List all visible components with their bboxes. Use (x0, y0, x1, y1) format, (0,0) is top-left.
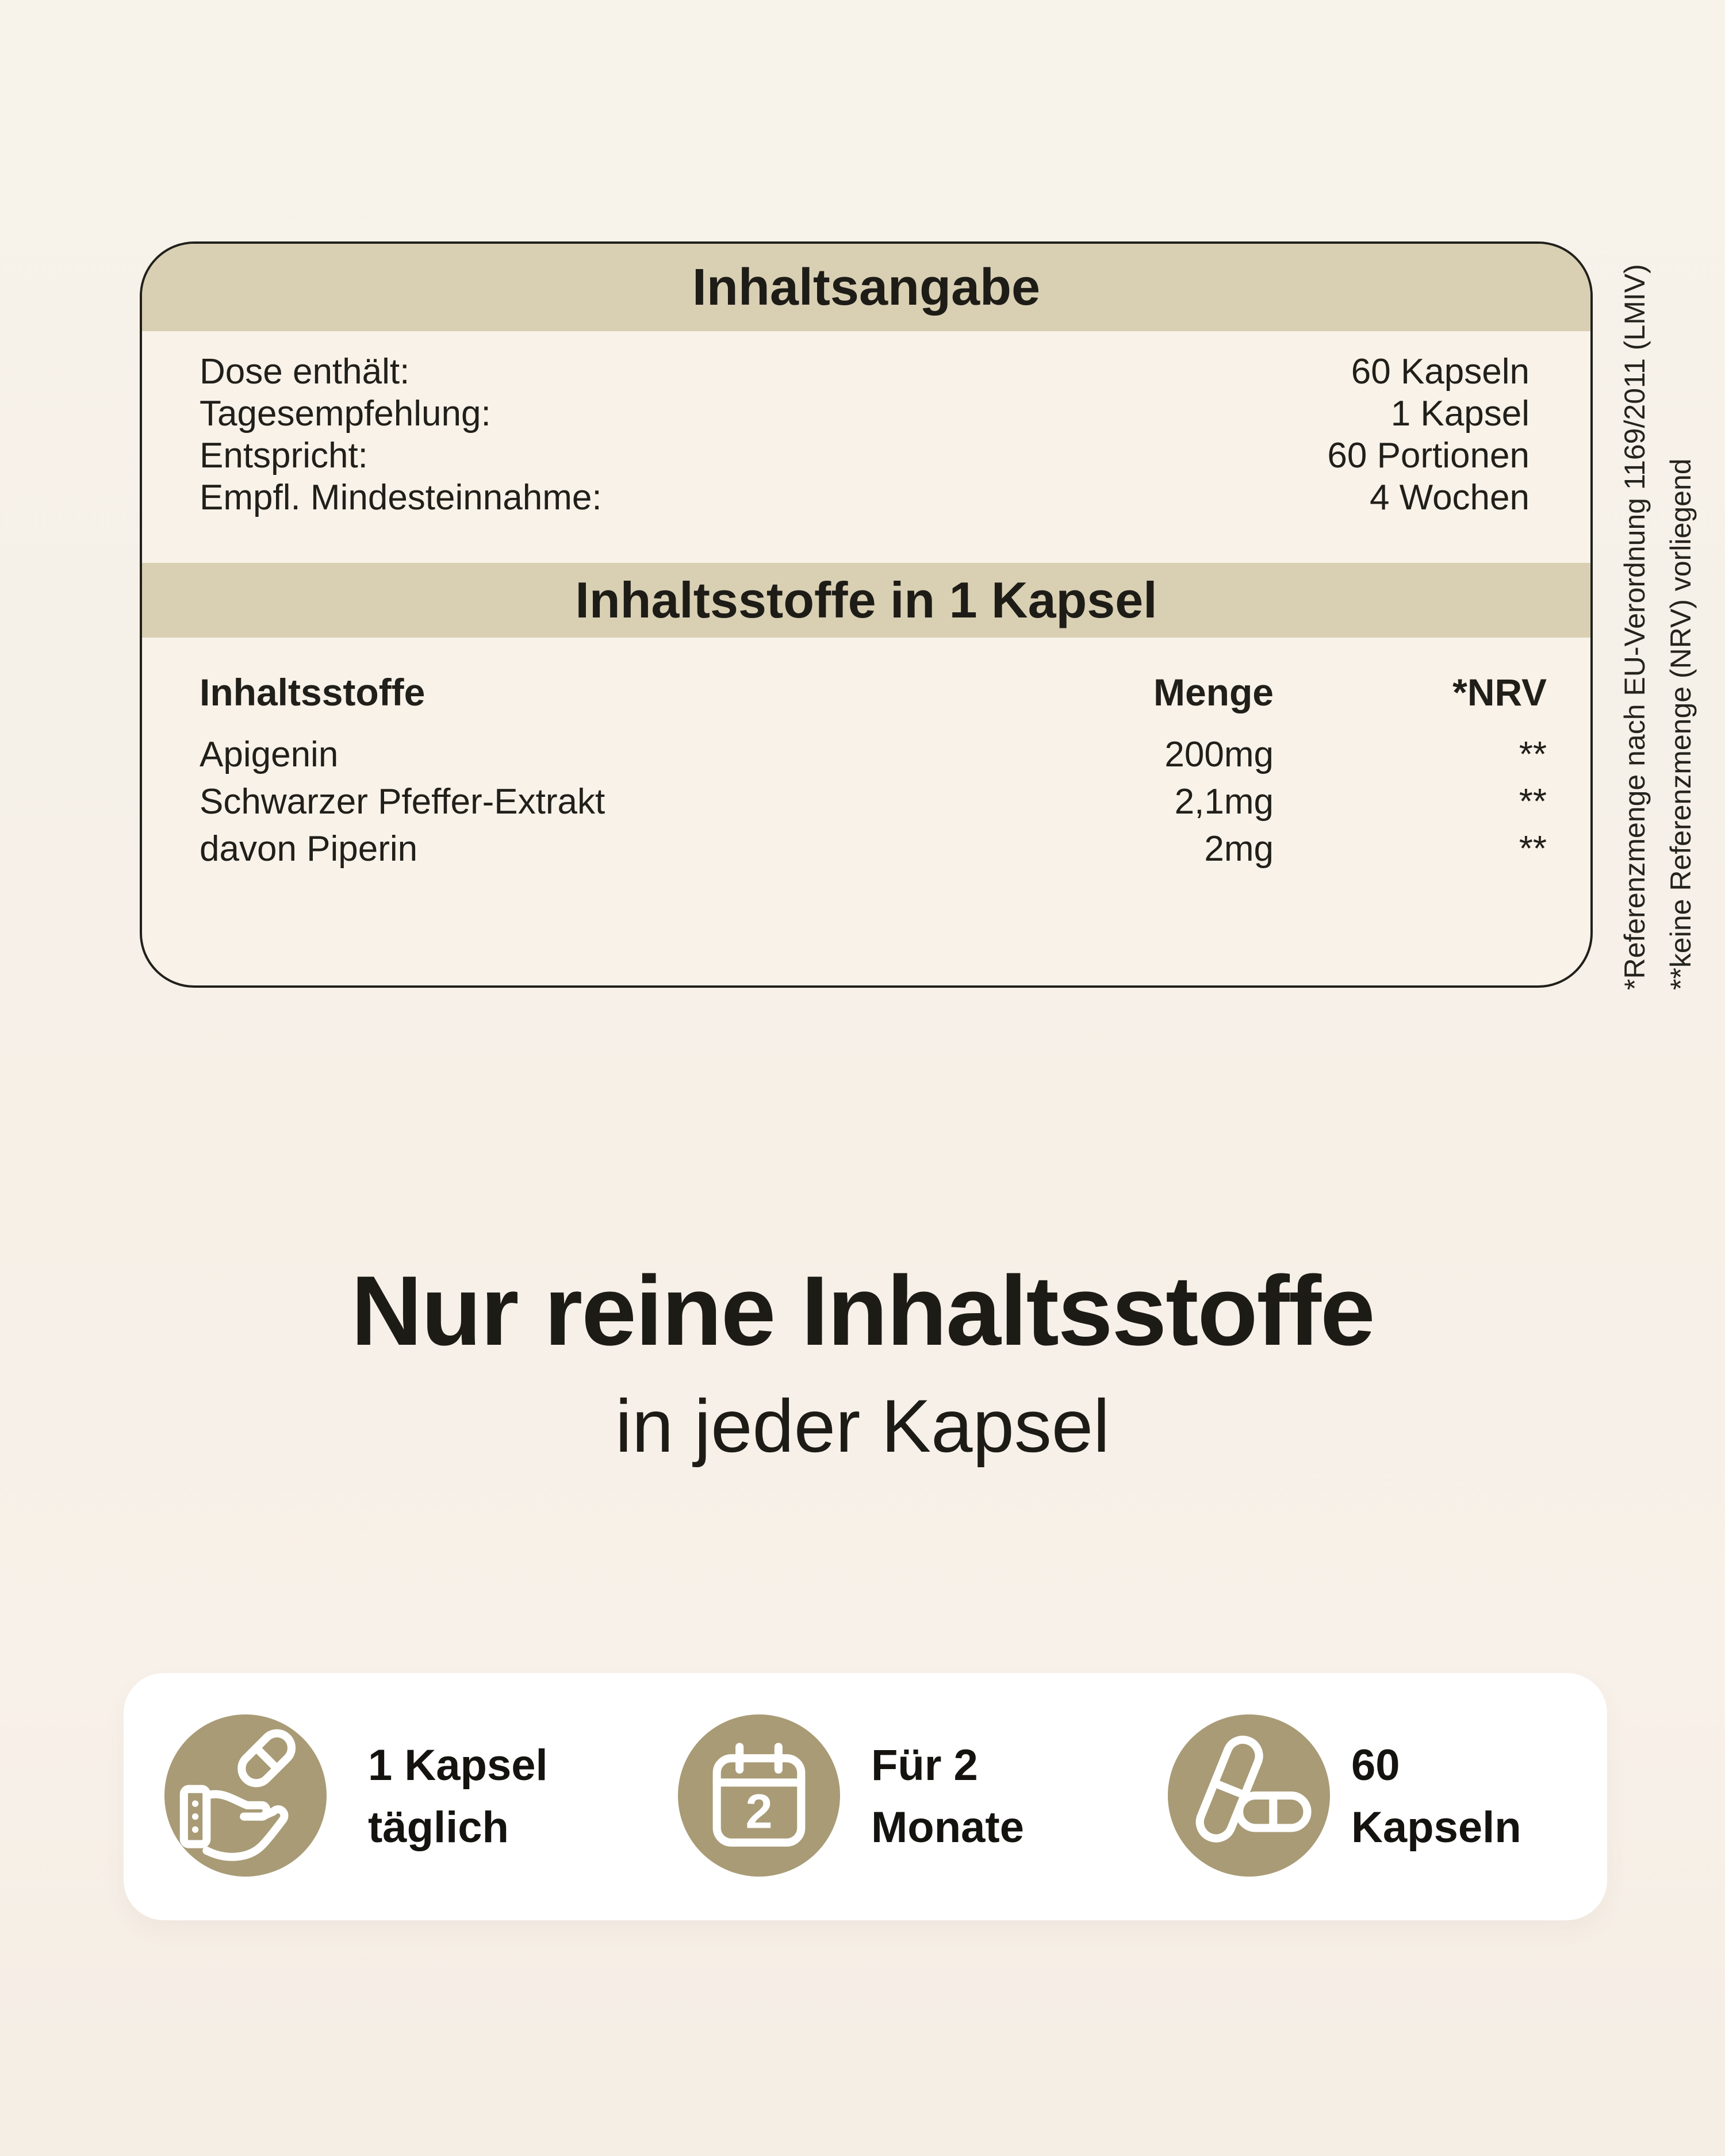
ingredient-name: davon Piperin (200, 829, 418, 869)
headline-subtitle: in jeder Kapsel (615, 1384, 1110, 1468)
feature-icon-circle: 2 (678, 1714, 840, 1877)
calendar-icon: 2 (712, 1743, 806, 1847)
ingredient-nrv: ** (1519, 782, 1547, 822)
feature-label-line1: Für 2 (871, 1741, 978, 1790)
background-shade (0, 2061, 1725, 2156)
ingredient-amount: 2,1mg (1174, 782, 1274, 822)
ingredients-table: Inhaltsstoffe Menge *NRV Apigenin 200mg … (200, 668, 1547, 873)
dose-row-label: Dose enthält: (200, 352, 410, 392)
feature-strip-card: 1 Kapsel täglich 2 Für 2 Monate (124, 1673, 1607, 1920)
ingredient-name: Apigenin (200, 735, 339, 774)
ingredient-amount: 200mg (1164, 735, 1274, 774)
capsules-icon (1195, 1735, 1312, 1843)
feature-label-line1: 1 Kapsel (368, 1741, 548, 1790)
ingredient-name: Schwarzer Pfeffer-Extrakt (200, 782, 605, 822)
calendar-number: 2 (745, 1783, 772, 1838)
table-row: davon Piperin 2mg ** (200, 826, 1547, 873)
card-subheader-band: Inhaltsstoffe in 1 Kapsel (142, 563, 1590, 638)
card-header-band: Inhaltsangabe (142, 244, 1590, 331)
card-subheader-title: Inhaltsstoffe in 1 Kapsel (575, 571, 1157, 628)
col-header-ingredient: Inhaltsstoffe (200, 671, 425, 713)
ingredients-table-header: Inhaltsstoffe Menge *NRV (200, 668, 1547, 716)
dose-row-value: 1 Kapsel (1390, 394, 1529, 433)
dose-row: Tagesempfehlung: 1 Kapsel (200, 393, 1529, 435)
dose-row-label: Entspricht: (200, 436, 368, 475)
nutrition-facts-card: Inhaltsangabe Dose enthält: 60 Kapseln T… (140, 241, 1593, 988)
dose-row: Empfl. Mindesteinnahme: 4 Wochen (200, 477, 1529, 519)
col-header-amount: Menge (1153, 671, 1274, 713)
dose-row: Entspricht: 60 Portionen (200, 435, 1529, 477)
dosage-summary: Dose enthält: 60 Kapseln Tagesempfehlung… (200, 351, 1529, 519)
feature-icon-circle (164, 1714, 327, 1877)
dose-row-label: Empfl. Mindesteinnahme: (200, 478, 602, 517)
dose-row-value: 60 Kapseln (1351, 352, 1529, 392)
footnote-reference-amount: *Referenzmenge nach EU-Verordnung 1169/2… (1619, 264, 1651, 990)
table-row: Schwarzer Pfeffer-Extrakt 2,1mg ** (200, 778, 1547, 826)
card-title: Inhaltsangabe (692, 258, 1041, 316)
table-row: Apigenin 200mg ** (200, 731, 1547, 778)
dose-row: Dose enthält: 60 Kapseln (200, 351, 1529, 393)
footnote-no-nrv: **keine Referenzmenge (NRV) vorliegend (1665, 458, 1697, 990)
dose-row-label: Tagesempfehlung: (200, 394, 491, 433)
hand-pill-icon (179, 1729, 296, 1861)
feature-label-line1: 60 (1351, 1741, 1400, 1790)
ingredient-nrv: ** (1519, 829, 1547, 869)
headline-title: Nur reine Inhaltsstoffe (351, 1256, 1375, 1366)
dose-row-value: 60 Portionen (1327, 436, 1529, 475)
ingredient-amount: 2mg (1204, 829, 1274, 869)
col-header-nrv: *NRV (1452, 671, 1547, 713)
feature-label: 60 Kapseln (1351, 1735, 1521, 1859)
feature-icon-circle (1168, 1714, 1330, 1877)
dose-row-value: 4 Wochen (1369, 478, 1529, 517)
feature-label: 1 Kapsel täglich (368, 1735, 548, 1859)
feature-label-line2: Monate (871, 1803, 1024, 1852)
ingredient-nrv: ** (1519, 735, 1547, 774)
feature-label: Für 2 Monate (871, 1735, 1024, 1859)
feature-label-line2: Kapseln (1351, 1803, 1521, 1852)
feature-label-line2: täglich (368, 1803, 509, 1852)
